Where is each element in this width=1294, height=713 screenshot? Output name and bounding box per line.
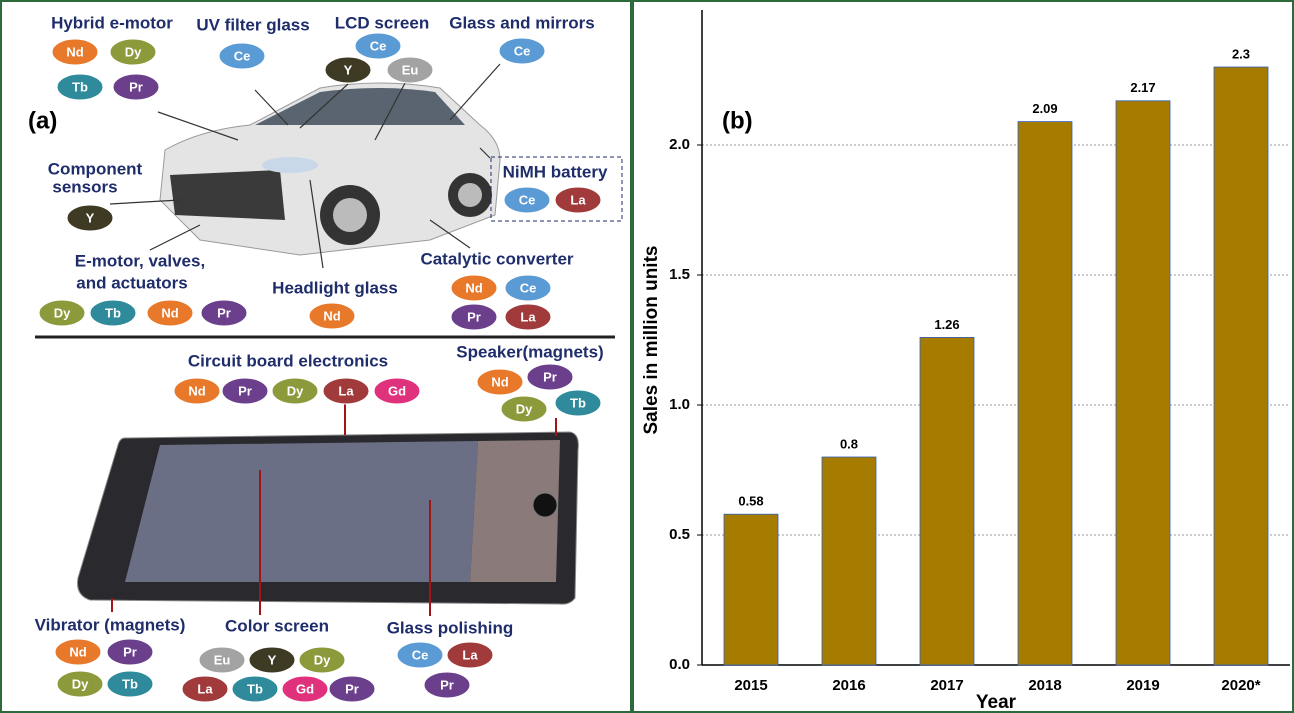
element-symbol: Ce xyxy=(519,192,536,207)
part-label: Hybrid e-motor xyxy=(51,13,173,32)
element-symbol: Tb xyxy=(247,681,263,696)
element-symbol: La xyxy=(462,647,478,662)
element-symbol: La xyxy=(338,383,354,398)
value-label: 1.26 xyxy=(934,317,959,332)
part-label: Color screen xyxy=(225,616,329,635)
bar xyxy=(1214,67,1268,665)
part-label: Catalytic converter xyxy=(420,249,573,268)
element-symbol: Eu xyxy=(214,652,231,667)
element-symbol: Ce xyxy=(234,48,251,63)
element-symbol: Tb xyxy=(570,395,586,410)
bar xyxy=(1116,101,1170,665)
element-symbol: Ce xyxy=(520,280,537,295)
panel-label: (b) xyxy=(722,107,753,134)
element-symbol: Ce xyxy=(514,43,531,58)
bar xyxy=(920,337,974,665)
x-axis-title: Year xyxy=(976,692,1017,713)
element-symbol: Eu xyxy=(402,62,419,77)
part-label: sensors xyxy=(52,177,117,196)
element-symbol: Nd xyxy=(465,280,482,295)
element-symbol: Dy xyxy=(54,305,71,320)
element-symbol: La xyxy=(570,192,586,207)
value-label: 2.09 xyxy=(1032,101,1057,116)
panel-label: (a) xyxy=(28,107,57,134)
value-label: 0.8 xyxy=(840,436,858,451)
part-label: Glass and mirrors xyxy=(449,13,595,32)
y-tick-label: 2.0 xyxy=(669,136,690,153)
element-symbol: Pr xyxy=(440,677,454,692)
element-symbol: Tb xyxy=(105,305,121,320)
y-axis-title: Sales in million units xyxy=(641,246,662,435)
x-tick-label: 2017 xyxy=(930,677,963,694)
bar xyxy=(724,514,778,665)
element-symbol: Gd xyxy=(296,681,314,696)
element-symbol: Y xyxy=(344,62,353,77)
element-symbol: Tb xyxy=(122,676,138,691)
element-symbol: Nd xyxy=(491,374,508,389)
element-symbol: Nd xyxy=(161,305,178,320)
x-tick-label: 2018 xyxy=(1028,677,1061,694)
y-tick-label: 1.5 xyxy=(669,266,690,283)
x-tick-label: 2016 xyxy=(832,677,865,694)
element-symbol: La xyxy=(197,681,213,696)
element-symbol: La xyxy=(520,309,536,324)
element-symbol: Y xyxy=(268,652,277,667)
part-label: LCD screen xyxy=(335,13,429,32)
element-symbol: Dy xyxy=(314,652,331,667)
element-symbol: Nd xyxy=(188,383,205,398)
element-symbol: Pr xyxy=(467,309,481,324)
phone-illustration xyxy=(78,432,579,604)
value-label: 2.3 xyxy=(1232,46,1250,61)
part-label: Speaker(magnets) xyxy=(456,342,603,361)
element-symbol: Ce xyxy=(412,647,429,662)
bar xyxy=(1018,122,1072,665)
figure: (a) (b) Hybrid e-motor Nd Dy Tb Pr UV filter … xyxy=(0,0,1294,713)
y-tick-label: 0.0 xyxy=(669,656,690,673)
element-symbol: Pr xyxy=(543,369,557,384)
part-label: Headlight glass xyxy=(272,278,398,297)
y-tick-label: 0.5 xyxy=(669,526,690,543)
bar xyxy=(822,457,876,665)
element-symbol: Nd xyxy=(69,644,86,659)
x-tick-label: 2020* xyxy=(1221,677,1260,694)
element-symbol: Dy xyxy=(287,383,304,398)
part-label: E-motor, valves, xyxy=(75,251,205,270)
part-label: UV filter glass xyxy=(196,15,309,34)
element-symbol: Tb xyxy=(72,79,88,94)
element-symbol: Ce xyxy=(370,38,387,53)
element-symbol: Y xyxy=(86,210,95,225)
x-tick-label: 2019 xyxy=(1126,677,1159,694)
element-symbol: Dy xyxy=(72,676,89,691)
y-tick-label: 1.0 xyxy=(669,396,690,413)
value-label: 2.17 xyxy=(1130,80,1155,95)
part-label: NiMH battery xyxy=(503,162,608,181)
element-symbol: Pr xyxy=(238,383,252,398)
element-symbol: Pr xyxy=(129,79,143,94)
x-tick-label: 2015 xyxy=(734,677,767,694)
part-label: Component xyxy=(48,159,143,178)
element-symbol: Dy xyxy=(125,44,142,59)
element-symbol: Pr xyxy=(217,305,231,320)
element-symbol: Nd xyxy=(66,44,83,59)
element-symbol: Nd xyxy=(323,308,340,323)
part-label: and actuators xyxy=(76,273,187,292)
value-label: 0.58 xyxy=(738,494,763,509)
part-label: Vibrator (magnets) xyxy=(35,615,186,634)
element-symbol: Dy xyxy=(516,401,533,416)
element-symbol: Pr xyxy=(123,644,137,659)
part-label: Circuit board electronics xyxy=(188,351,388,370)
element-symbol: Gd xyxy=(388,383,406,398)
part-label: Glass polishing xyxy=(387,618,514,637)
element-symbol: Pr xyxy=(345,681,359,696)
